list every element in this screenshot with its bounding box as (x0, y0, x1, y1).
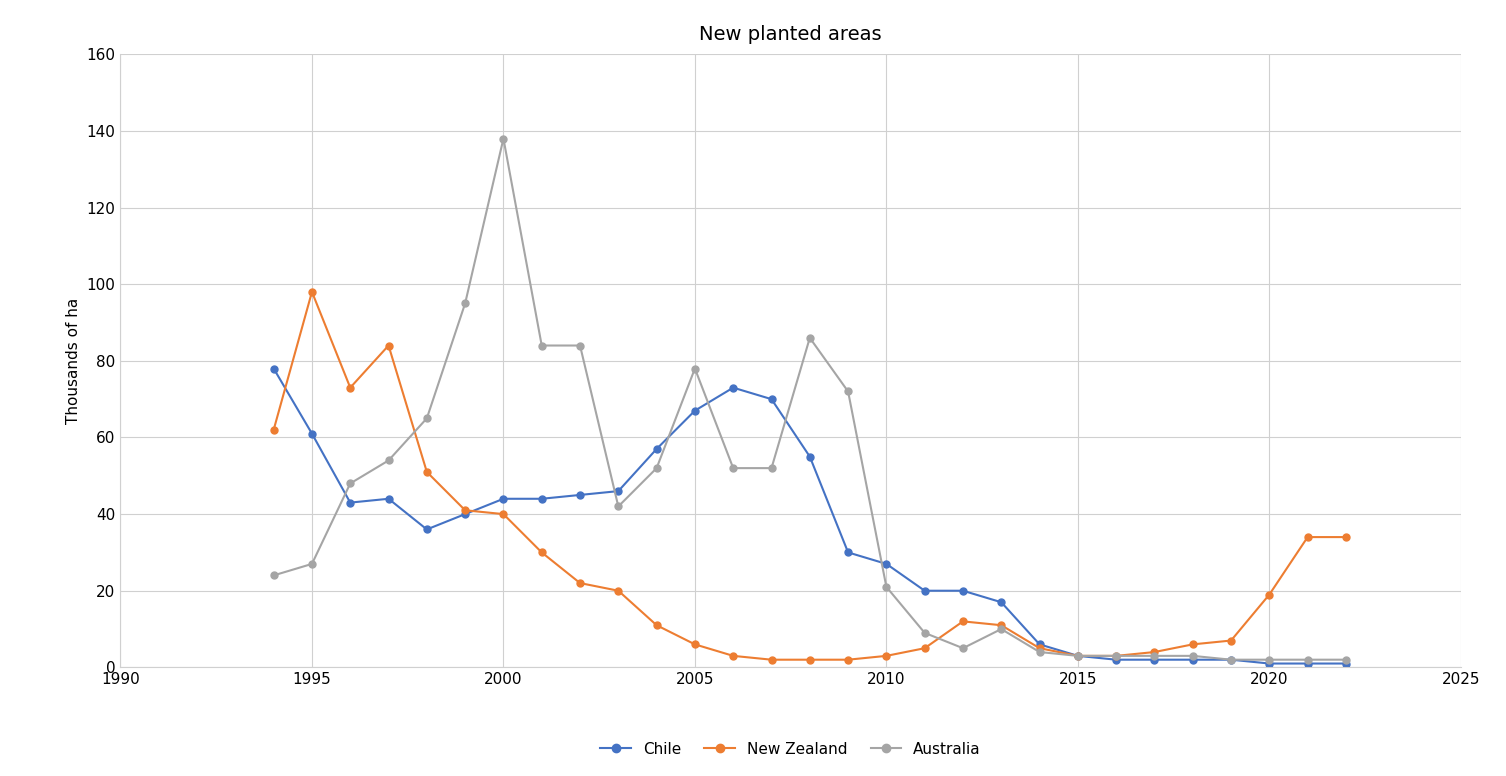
Chile (953, 586, 971, 595)
New Zealand (1107, 651, 1125, 660)
New Zealand (1069, 651, 1087, 660)
Line: Australia: Australia (270, 135, 1349, 663)
Chile (839, 548, 857, 557)
Australia (494, 134, 512, 144)
New Zealand (839, 655, 857, 664)
Chile (265, 364, 283, 373)
New Zealand (1221, 636, 1239, 645)
Chile (303, 429, 321, 438)
Chile (380, 494, 398, 504)
Chile (916, 586, 934, 595)
Title: New planted areas: New planted areas (699, 26, 883, 44)
Chile (610, 487, 628, 496)
Australia (342, 479, 360, 488)
New Zealand (1184, 639, 1202, 649)
Chile (1030, 639, 1048, 649)
New Zealand (1261, 590, 1279, 599)
Australia (992, 625, 1011, 634)
Chile (571, 490, 589, 500)
Australia (1107, 651, 1125, 660)
Chile (1221, 655, 1239, 664)
New Zealand (494, 509, 512, 518)
Line: New Zealand: New Zealand (270, 289, 1349, 663)
New Zealand (417, 467, 435, 476)
New Zealand (610, 586, 628, 595)
New Zealand (685, 639, 703, 649)
New Zealand (762, 655, 780, 664)
New Zealand (1146, 647, 1164, 656)
New Zealand (265, 425, 283, 435)
Chile (1107, 655, 1125, 664)
Australia (685, 364, 703, 373)
Australia (762, 463, 780, 473)
Chile (992, 598, 1011, 607)
Australia (1069, 651, 1087, 660)
Chile (456, 509, 474, 518)
Australia (724, 463, 742, 473)
Chile (1146, 655, 1164, 664)
Australia (1337, 655, 1355, 664)
New Zealand (303, 287, 321, 296)
Chile (762, 394, 780, 404)
Chile (1069, 651, 1087, 660)
New Zealand (648, 621, 666, 630)
Australia (456, 299, 474, 308)
Australia (533, 341, 551, 350)
Australia (265, 570, 283, 580)
Chile (801, 452, 819, 461)
Chile (342, 498, 360, 508)
Australia (916, 629, 934, 638)
Australia (1221, 655, 1239, 664)
Australia (417, 414, 435, 423)
Chile (533, 494, 551, 504)
Line: Chile: Chile (270, 365, 1349, 667)
New Zealand (724, 651, 742, 660)
New Zealand (878, 651, 896, 660)
New Zealand (916, 643, 934, 653)
Y-axis label: Thousands of ha: Thousands of ha (66, 298, 81, 424)
New Zealand (801, 655, 819, 664)
Australia (839, 386, 857, 396)
New Zealand (1030, 643, 1048, 653)
New Zealand (992, 621, 1011, 630)
New Zealand (380, 341, 398, 350)
Chile (1184, 655, 1202, 664)
Australia (571, 341, 589, 350)
Australia (303, 559, 321, 569)
Chile (1298, 659, 1316, 668)
Chile (494, 494, 512, 504)
Australia (1298, 655, 1316, 664)
Australia (610, 502, 628, 511)
New Zealand (953, 617, 971, 626)
New Zealand (533, 548, 551, 557)
Australia (953, 643, 971, 653)
New Zealand (456, 506, 474, 515)
New Zealand (342, 383, 360, 393)
Chile (648, 445, 666, 454)
Chile (685, 406, 703, 415)
Australia (1261, 655, 1279, 664)
New Zealand (1298, 532, 1316, 542)
Australia (1146, 651, 1164, 660)
New Zealand (1337, 532, 1355, 542)
Legend: Chile, New Zealand, Australia: Chile, New Zealand, Australia (595, 736, 986, 764)
New Zealand (571, 578, 589, 587)
Chile (724, 383, 742, 393)
Australia (648, 463, 666, 473)
Australia (801, 333, 819, 342)
Chile (1261, 659, 1279, 668)
Australia (1184, 651, 1202, 660)
Chile (417, 525, 435, 534)
Australia (380, 456, 398, 465)
Chile (878, 559, 896, 569)
Australia (878, 582, 896, 591)
Chile (1337, 659, 1355, 668)
Australia (1030, 647, 1048, 656)
